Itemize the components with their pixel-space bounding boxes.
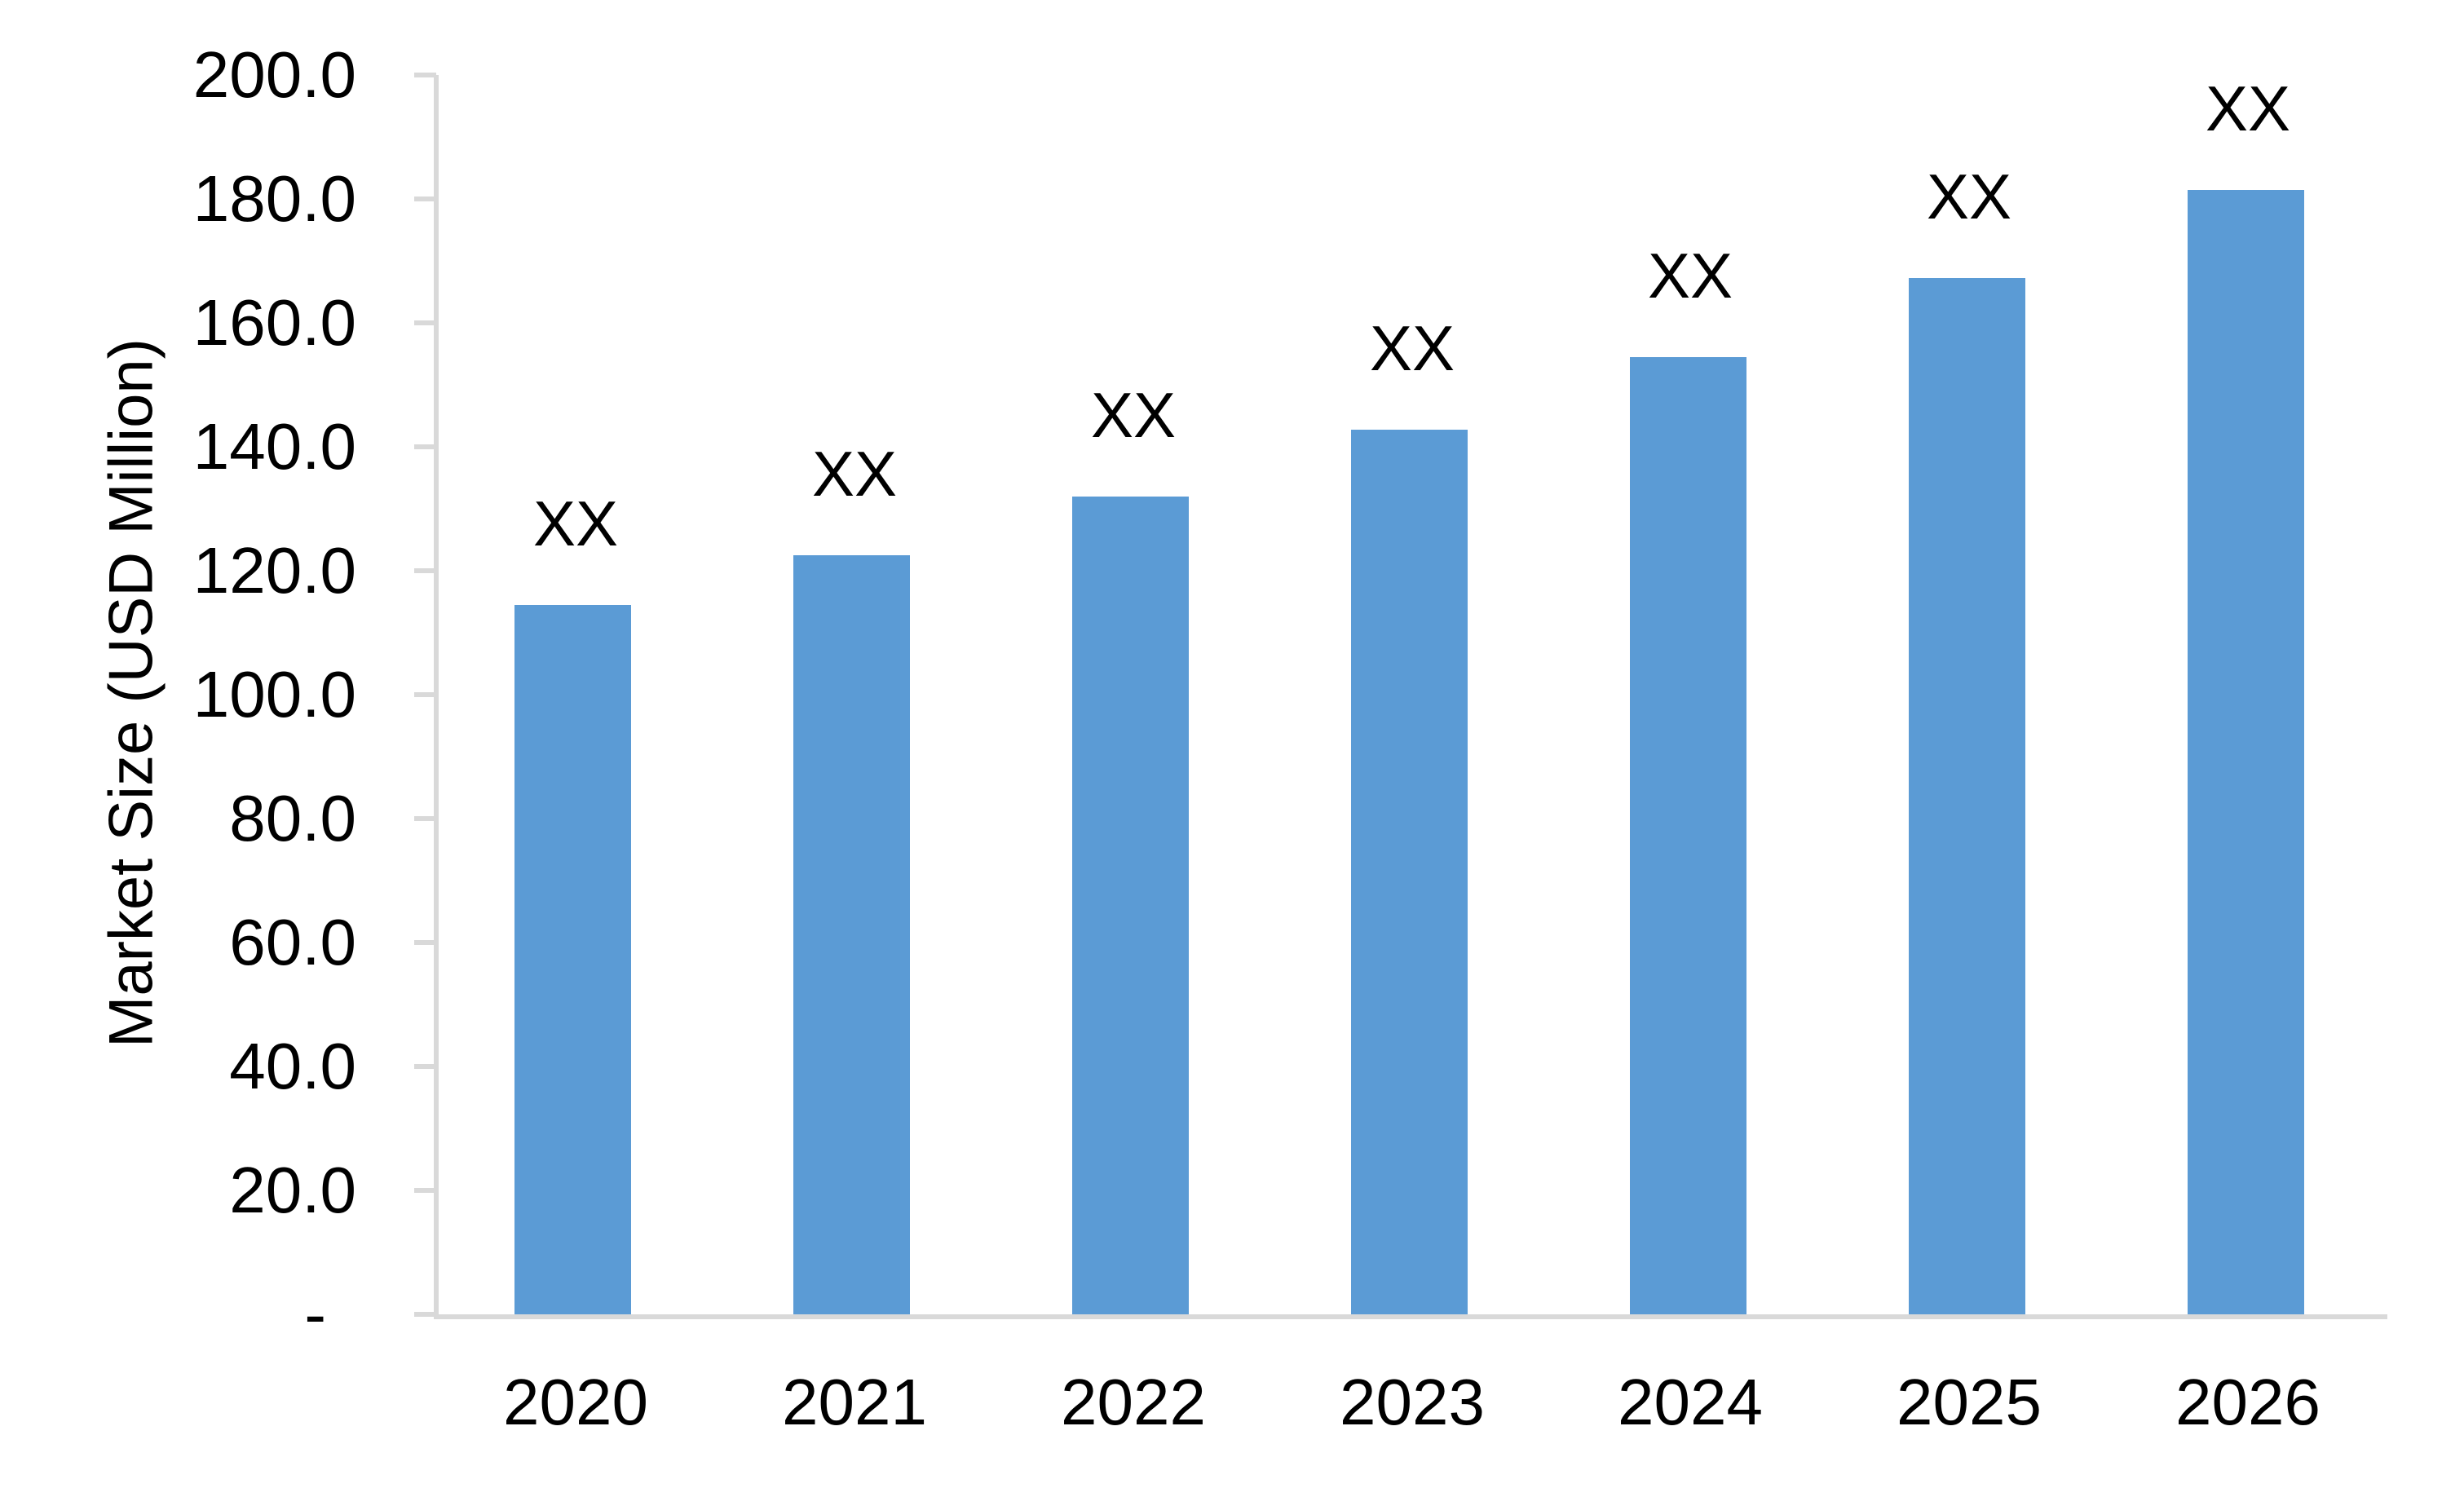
y-tick-label: 100.0: [192, 658, 356, 731]
x-category-label: 2021: [782, 1366, 927, 1438]
plot-area: [434, 75, 2387, 1319]
bar-value-label: XX: [1369, 312, 1455, 384]
y-tick-label: -: [304, 1278, 326, 1350]
y-tick-label: 60.0: [229, 906, 356, 978]
y-tick-label: 180.0: [192, 162, 356, 235]
x-category-label: 2024: [1618, 1366, 1763, 1438]
y-tick: [414, 73, 436, 77]
y-tick-label: 160.0: [192, 286, 356, 359]
x-category-label: 2020: [503, 1366, 648, 1438]
bar: [1351, 430, 1468, 1314]
bar-value-label: XX: [811, 438, 898, 510]
x-category-label: 2025: [1897, 1366, 2042, 1438]
bar-value-label: XX: [1647, 240, 1733, 311]
bar: [793, 555, 910, 1314]
y-tick-label: 120.0: [192, 534, 356, 607]
y-tick-label: 40.0: [229, 1030, 356, 1102]
y-tick: [414, 196, 436, 201]
y-tick: [414, 816, 436, 821]
bar: [514, 605, 631, 1314]
y-tick-label: 140.0: [192, 410, 356, 483]
bar: [1909, 278, 2025, 1314]
bar-value-label: XX: [1090, 379, 1177, 451]
bar: [2188, 190, 2304, 1314]
y-tick: [414, 444, 436, 449]
y-tick: [414, 320, 436, 325]
y-tick: [414, 1064, 436, 1069]
y-tick: [414, 568, 436, 573]
y-tick-label: 20.0: [229, 1154, 356, 1226]
x-category-label: 2023: [1340, 1366, 1485, 1438]
y-tick: [414, 692, 436, 697]
y-tick: [414, 1188, 436, 1193]
x-category-label: 2026: [2175, 1366, 2320, 1438]
bar: [1630, 357, 1746, 1314]
y-tick-label: 200.0: [192, 38, 356, 111]
bar: [1072, 497, 1189, 1314]
y-tick-label: 80.0: [229, 782, 356, 854]
bar-value-label: XX: [2205, 73, 2291, 144]
y-tick: [414, 1312, 436, 1317]
bar-value-label: XX: [532, 488, 619, 559]
bar-value-label: XX: [1926, 161, 2012, 232]
x-category-label: 2022: [1061, 1366, 1206, 1438]
y-tick: [414, 940, 436, 945]
